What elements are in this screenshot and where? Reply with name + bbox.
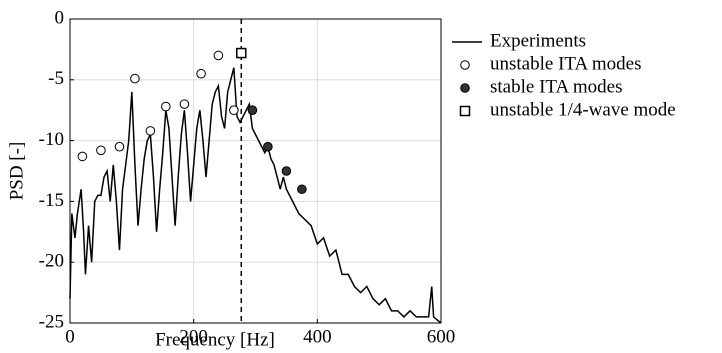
y-axis-label: PSD [-] [6, 142, 27, 201]
x-tick-label: 0 [65, 326, 75, 347]
legend-label: Experiments [490, 30, 586, 51]
x-tick-label: 400 [303, 326, 332, 347]
y-tick-label: 0 [55, 7, 65, 28]
data-point [281, 166, 292, 176]
legend-label: stable ITA modes [490, 76, 623, 97]
legend-label: unstable 1/4-wave mode [490, 99, 676, 120]
data-point [213, 50, 224, 61]
x-tick-label: 600 [427, 326, 456, 347]
data-point [96, 145, 106, 156]
data-point [263, 141, 273, 152]
y-tick-label: -10 [39, 129, 64, 150]
data-point [145, 126, 156, 136]
data-point [77, 151, 88, 162]
data-point [161, 101, 171, 112]
legend-swatch [460, 60, 470, 70]
data-point [114, 141, 125, 152]
data-point [229, 105, 239, 115]
x-axis-label: Frequency [Hz] [155, 329, 275, 350]
plot-frame [69, 18, 442, 324]
data-point [297, 184, 307, 195]
legend-swatch [459, 105, 471, 117]
data-line [69, 67, 442, 324]
y-tick-label: -15 [39, 190, 64, 211]
data-point [236, 47, 247, 59]
data-point [196, 68, 206, 79]
data-point [247, 105, 258, 115]
x-tick-label: 200 [179, 326, 208, 347]
y-tick-label: -20 [39, 251, 64, 272]
y-tick-label: -5 [48, 68, 64, 89]
y-tick-label: -25 [39, 311, 64, 332]
data-point [130, 73, 140, 84]
data-point [179, 99, 190, 109]
legend-swatch [460, 83, 470, 93]
legend-label: unstable ITA modes [490, 53, 642, 74]
